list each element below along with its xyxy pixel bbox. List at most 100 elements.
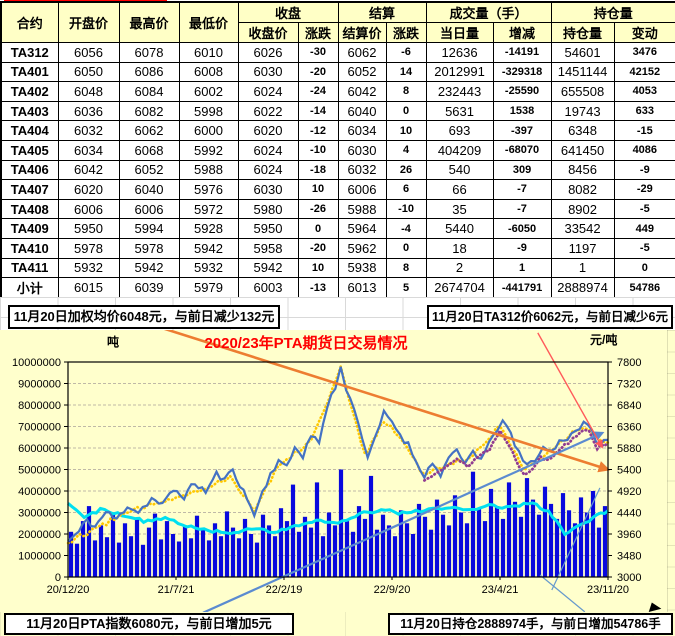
cell-change[interactable]: -329318 [492, 61, 552, 83]
table-row[interactable]: TA406 6042 6052 5988 6024 -18 6032 26 540 309 8456… [0, 159, 675, 181]
cell-value[interactable]: 6006 [118, 198, 180, 220]
table-row[interactable]: TA411 5932 5942 5932 5942 10 5938 8 2 1 1 0 [0, 257, 675, 279]
cell-value[interactable]: 6006 [57, 198, 120, 220]
cell-value[interactable]: 8082 [550, 179, 615, 200]
cell-value[interactable]: 2674704 [425, 277, 494, 299]
cell-change[interactable]: 309 [492, 159, 552, 181]
cell-change[interactable]: -5 [613, 237, 675, 259]
cell-value[interactable]: 2 [425, 257, 494, 279]
cell-change[interactable]: -29 [613, 179, 675, 200]
cell-value[interactable]: 6086 [118, 61, 180, 83]
cell-value[interactable]: 1197 [550, 237, 615, 259]
cell-value[interactable]: 1451144 [550, 61, 615, 83]
cell-value[interactable]: 6040 [337, 100, 387, 122]
cell-value[interactable]: 6002 [178, 81, 239, 102]
table-row[interactable]: TA401 6050 6086 6008 6030 -20 6052 14 2012991 -32… [0, 61, 675, 83]
cell-change[interactable]: 54786 [613, 277, 675, 299]
cell-value[interactable]: 5988 [178, 159, 239, 181]
cell-change[interactable]: -14 [297, 100, 339, 122]
cell-value[interactable]: 6013 [337, 277, 387, 299]
cell-change[interactable]: -12 [297, 120, 339, 141]
cell-change[interactable]: -7 [492, 198, 552, 220]
cell-value[interactable]: 5992 [178, 139, 239, 161]
cell-contract[interactable]: TA407 [0, 179, 59, 200]
cell-value[interactable]: 6020 [57, 179, 120, 200]
col-header-close-price[interactable]: 收盘价 [237, 22, 299, 43]
cell-change[interactable]: 4086 [613, 139, 675, 161]
cell-contract[interactable]: TA402 [0, 81, 59, 102]
table-row[interactable]: TA408 6006 6006 5972 5980 -26 5988 -10 35 -7 8902-… [0, 198, 675, 220]
cell-value[interactable]: 6024 [237, 81, 299, 102]
cell-change[interactable]: -5 [613, 198, 675, 220]
cell-value[interactable]: 5972 [178, 198, 239, 220]
col-header-settle-chg[interactable]: 涨跌 [385, 22, 427, 43]
cell-change[interactable]: -6050 [492, 218, 552, 239]
cell-value[interactable]: 6078 [118, 42, 180, 63]
cell-change[interactable]: -13 [297, 277, 339, 299]
cell-value[interactable]: 6030 [237, 179, 299, 200]
cell-change[interactable]: 8 [385, 257, 427, 279]
cell-change[interactable]: -397 [492, 120, 552, 141]
cell-change[interactable]: 10 [297, 179, 339, 200]
cell-value[interactable]: 35 [425, 198, 494, 220]
cell-value[interactable]: 5980 [237, 198, 299, 220]
table-row[interactable]: 小计 6015 6039 5979 6003 -13 6013 5 2674704 -441791… [0, 277, 675, 299]
cell-value[interactable]: 6068 [118, 139, 180, 161]
table-row[interactable]: TA403 6036 6082 5998 6022 -14 6040 0 5631 1538 197… [0, 100, 675, 122]
cell-change[interactable]: 0 [297, 218, 339, 239]
cell-value[interactable]: 6052 [337, 61, 387, 83]
cell-value[interactable]: 5950 [237, 218, 299, 239]
cell-value[interactable]: 6056 [57, 42, 120, 63]
cell-value[interactable]: 5950 [57, 218, 120, 239]
cell-change[interactable]: -7 [492, 179, 552, 200]
pta-daily-chart[interactable]: 10000000 7800 9000000 7320 8000000 6840 700000… [0, 330, 675, 612]
cell-change[interactable]: 0 [385, 100, 427, 122]
cell-value[interactable]: 6022 [237, 100, 299, 122]
cell-value[interactable]: 18 [425, 237, 494, 259]
cell-value[interactable]: 6010 [178, 42, 239, 63]
cell-change[interactable]: 633 [613, 100, 675, 122]
cell-value[interactable]: 6003 [237, 277, 299, 299]
col-header-close-chg[interactable]: 涨跌 [297, 22, 339, 43]
cell-value[interactable]: 6024 [237, 139, 299, 161]
cell-value[interactable]: 2012991 [425, 61, 494, 83]
cell-value[interactable]: 8456 [550, 159, 615, 181]
cell-value[interactable]: 5964 [337, 218, 387, 239]
cell-change[interactable]: 1 [492, 257, 552, 279]
cell-change[interactable]: -26 [297, 198, 339, 220]
cell-change[interactable]: -20 [297, 61, 339, 83]
cell-value[interactable]: 5978 [57, 237, 120, 259]
cell-value[interactable]: 6032 [57, 120, 120, 141]
col-group-settle[interactable]: 结算 [337, 1, 427, 23]
cell-value[interactable]: 6008 [178, 61, 239, 83]
cell-contract[interactable]: TA409 [0, 218, 59, 239]
cell-change[interactable]: -10 [297, 139, 339, 161]
col-group-volume[interactable]: 成交量（手） [425, 1, 552, 23]
cell-change[interactable]: 14 [385, 61, 427, 83]
cell-change[interactable]: -15 [613, 120, 675, 141]
cell-change[interactable]: 6 [385, 179, 427, 200]
col-header-vol-chg[interactable]: 增减 [492, 22, 552, 43]
cell-change[interactable]: -20 [297, 237, 339, 259]
cell-change[interactable]: -68070 [492, 139, 552, 161]
cell-value[interactable]: 6036 [57, 100, 120, 122]
cell-value[interactable]: 540 [425, 159, 494, 181]
cell-value[interactable]: 6062 [118, 120, 180, 141]
cell-value[interactable]: 6034 [57, 139, 120, 161]
weighted-avg-price-banner[interactable]: 11月20日加权均价6048元，与前日减少132元 [8, 305, 280, 329]
col-header-contract[interactable]: 合约 [0, 1, 59, 43]
ta312-price-banner[interactable]: 11月20日TA312价6062元，与前日减少6元 [427, 305, 673, 329]
col-header-high[interactable]: 最高价 [118, 1, 180, 43]
col-header-oi[interactable]: 持仓量 [550, 22, 615, 43]
cell-value[interactable]: 404209 [425, 139, 494, 161]
cell-value[interactable]: 1 [550, 257, 615, 279]
cell-contract[interactable]: TA404 [0, 120, 59, 141]
cell-change[interactable]: -25590 [492, 81, 552, 102]
cell-value[interactable]: 6048 [57, 81, 120, 102]
col-group-close[interactable]: 收盘 [237, 1, 339, 23]
cell-value[interactable]: 6030 [337, 139, 387, 161]
cell-value[interactable]: 6034 [337, 120, 387, 141]
cell-change[interactable]: -9 [613, 159, 675, 181]
cell-value[interactable]: 5631 [425, 100, 494, 122]
